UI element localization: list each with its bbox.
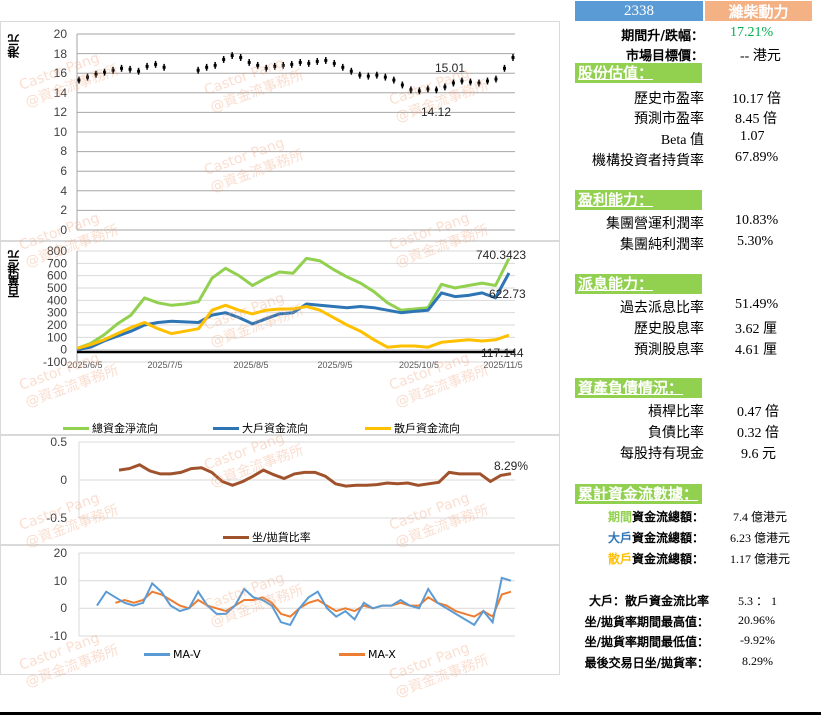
stock-code: 2338 (575, 1, 703, 21)
svg-text:0.5: 0.5 (50, 436, 67, 449)
legend-total-flow: 總資金淨流向 (63, 420, 158, 436)
svg-text:2025/8/5: 2025/8/5 (233, 360, 268, 370)
low-annotation: 14.12 (421, 105, 451, 119)
balance-row: 負債比率 0.32 倍 (648, 426, 779, 441)
svg-text:18: 18 (54, 47, 68, 61)
legend-hold-ratio: 坐/拋貨比率 (223, 529, 311, 545)
target-row: 市場目標價： -- 港元 (575, 45, 821, 65)
profitability-row: 集團營運利潤率 10.83% (606, 213, 779, 232)
change-label: 期間升/跌幅： (621, 29, 704, 44)
ma-chart: 20 10 0 -10 MA-V MA-X (0, 545, 560, 675)
legend-ma-x: MA-X (339, 648, 396, 661)
svg-text:6: 6 (60, 164, 67, 178)
svg-text:14: 14 (54, 86, 68, 100)
target-label: 市場目標價： (625, 49, 704, 64)
svg-text:700: 700 (47, 256, 67, 270)
hold-ratio-chart: 0.5 0 -0.5 8.29% 坐/拋貨比率 (0, 435, 560, 545)
ma-svg: 20 10 0 -10 (50, 546, 515, 643)
stats-row: 大戶：散戶資金流比率 5.3 ： 1 (588, 594, 778, 608)
svg-text:2025/11/5: 2025/11/5 (483, 360, 522, 370)
svg-text:2025/10/5: 2025/10/5 (399, 360, 439, 370)
svg-text:2025/6/5: 2025/6/5 (67, 360, 102, 370)
legend-big-flow: 大戶資金流向 (213, 420, 308, 436)
svg-text:0: 0 (60, 223, 67, 237)
price-candles (77, 52, 515, 95)
svg-text:500: 500 (47, 281, 67, 295)
svg-text:16: 16 (54, 66, 68, 80)
svg-text:10: 10 (54, 574, 68, 588)
svg-text:12: 12 (54, 105, 68, 119)
stats-row: 坐/拋貨率期間最低值： -9.92% (584, 633, 775, 649)
svg-text:2025/9/5: 2025/9/5 (317, 360, 352, 370)
retail-flow-last-label: 117.144 (481, 346, 524, 360)
stats-row: 最後交易日坐/拋貨率： 8.29% (584, 654, 773, 670)
valuation-row: 機構投資者持貨率 67.89% (592, 150, 779, 169)
hold-ratio-last-label: 8.29% (494, 459, 528, 473)
svg-text:10: 10 (54, 125, 68, 139)
cashflow-section-title: 累計資金流數據： (575, 484, 702, 504)
dividend-row: 過去派息比率 51.49% (620, 297, 779, 316)
svg-text:0: 0 (60, 343, 67, 357)
valuation-row: 歷史市盈率 10.17 倍 (634, 92, 781, 107)
hold-ratio-svg: 0.5 0 -0.5 8.29% (46, 436, 528, 525)
balance-row: 槓桿比率 0.47 倍 (648, 405, 779, 420)
svg-text:0: 0 (60, 601, 67, 615)
svg-text:-10: -10 (50, 629, 68, 643)
svg-text:800: 800 (47, 244, 67, 258)
valuation-section-title: 股份估值： (575, 63, 702, 83)
svg-text:20: 20 (54, 546, 68, 560)
svg-text:300: 300 (47, 306, 67, 320)
cashflow-row-retail: 散戶資金流總額： 1.17 億港元 (607, 552, 791, 566)
legend-ma-v: MA-V (144, 648, 201, 661)
stats-row: 坐/拋貨率期間最高值： 20.96% (584, 613, 775, 629)
change-value: 17.21% (730, 25, 774, 40)
svg-text:400: 400 (47, 293, 67, 307)
dividend-section-title: 派息能力： (575, 274, 702, 294)
valuation-row: Beta 值 1.07 (660, 129, 765, 148)
svg-text:4: 4 (60, 184, 67, 198)
svg-text:0: 0 (60, 473, 67, 487)
dividend-row: 歷史股息率 3.62 厘 (634, 322, 777, 337)
svg-text:20: 20 (54, 27, 68, 41)
change-row: 期間升/跌幅： 17.21% (575, 25, 821, 45)
svg-text:100: 100 (47, 330, 67, 344)
balance-section-title: 資產負債情況： (575, 378, 702, 398)
money-flow-chart: 百萬港元 -100 0 100 200 300 400 500 600 700 800 2025/… (0, 241, 560, 435)
svg-text:200: 200 (47, 318, 67, 332)
bottom-border (0, 712, 821, 715)
valuation-row: 預測市盈率 8.45 倍 (634, 112, 777, 127)
balance-row: 每股持有現金 9.6 元 (620, 447, 776, 462)
info-panel: 2338 濰柴動力 期間升/跌幅： 17.21% 市場目標價： -- 港元 股份… (575, 0, 821, 715)
big-flow-last-label: 622.73 (489, 287, 526, 301)
high-annotation: 15.01 (435, 61, 465, 75)
svg-text:600: 600 (47, 269, 67, 283)
svg-text:-100: -100 (43, 355, 67, 369)
price-gridlines (76, 33, 515, 231)
cashflow-row-period: 期間資金流總額： 7.4 億港元 (607, 510, 788, 524)
dividend-row: 預測股息率 4.61 厘 (634, 343, 777, 358)
svg-text:8: 8 (60, 144, 67, 158)
profitability-row: 集團純利潤率 5.30% (620, 234, 774, 253)
legend-retail-flow: 散戶資金流向 (365, 420, 460, 436)
total-flow-last-label: 740.3423 (476, 248, 526, 262)
svg-text:2: 2 (60, 203, 67, 217)
target-value: -- 港元 (740, 49, 781, 64)
svg-text:2025/7/5: 2025/7/5 (147, 360, 182, 370)
svg-text:-0.5: -0.5 (46, 511, 67, 525)
profitability-section-title: 盈利能力： (575, 190, 702, 210)
cashflow-row-big: 大戶資金流總額： 6.23 億港元 (607, 531, 791, 545)
stock-name: 濰柴動力 (705, 1, 812, 21)
